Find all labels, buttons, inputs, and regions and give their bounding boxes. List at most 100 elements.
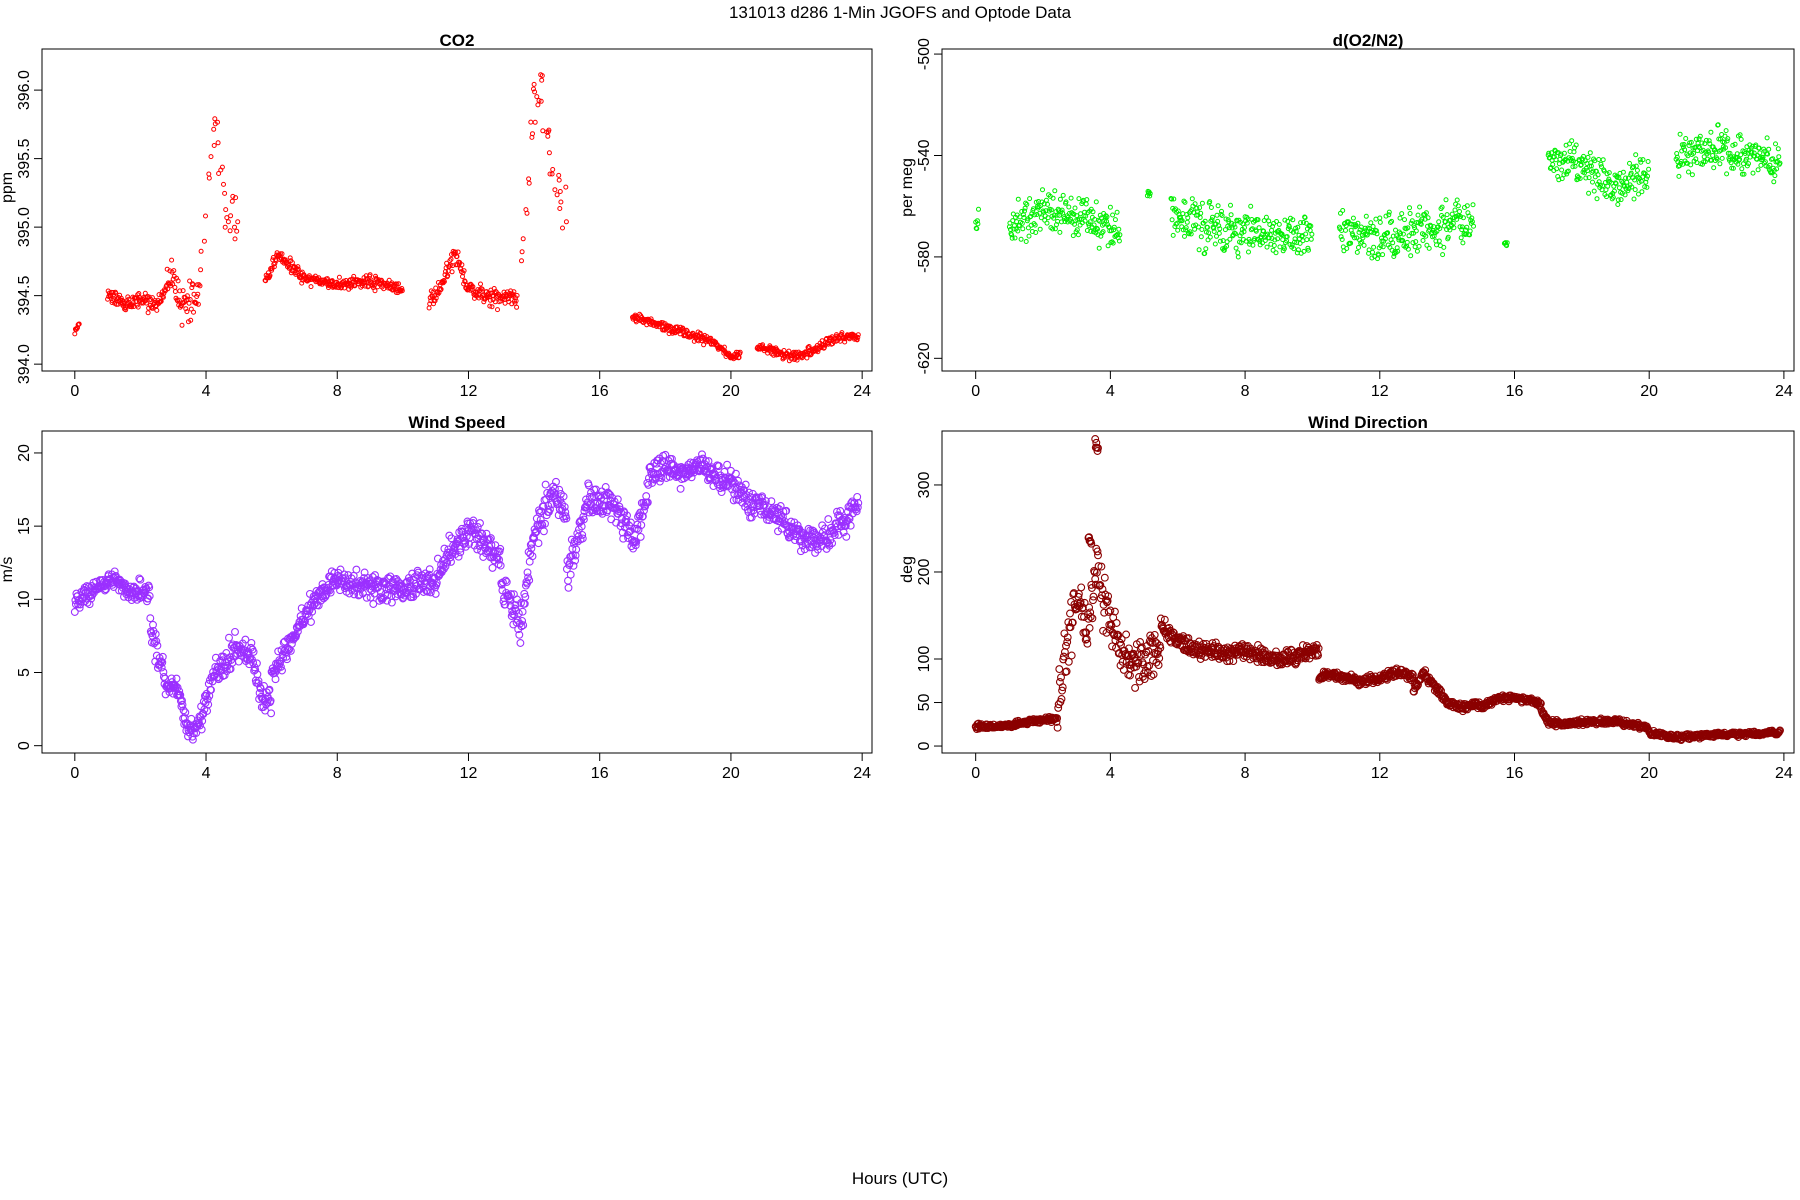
point-o2n2 <box>1628 170 1634 176</box>
point-wd <box>1155 654 1164 663</box>
point-o2n2 <box>1423 233 1429 239</box>
point-o2n2 <box>1610 194 1616 200</box>
point-o2n2 <box>1015 228 1021 234</box>
point-ws <box>846 521 855 530</box>
point-co2 <box>539 77 545 83</box>
point-o2n2 <box>1631 196 1637 202</box>
point-ws <box>584 481 593 490</box>
point-ws <box>178 700 187 709</box>
point-ws <box>518 607 527 616</box>
point-o2n2 <box>1504 240 1510 246</box>
point-o2n2 <box>1772 173 1778 179</box>
point-ws <box>516 639 525 647</box>
point-ws <box>393 590 402 598</box>
point-o2n2 <box>1777 160 1783 166</box>
point-co2 <box>211 143 217 148</box>
point-wd <box>1078 603 1087 612</box>
point-o2n2 <box>1019 220 1025 226</box>
point-o2n2 <box>1395 248 1401 254</box>
point-wd <box>1064 618 1073 627</box>
point-ws <box>641 502 650 511</box>
point-wd <box>1062 667 1071 676</box>
point-o2n2 <box>1270 247 1276 253</box>
point-wd <box>1057 673 1065 682</box>
point-o2n2 <box>1378 243 1384 249</box>
point-ws <box>734 476 742 485</box>
point-ws <box>833 507 841 516</box>
point-ws <box>495 555 504 564</box>
point-o2n2 <box>1060 192 1066 198</box>
point-wd <box>1086 613 1095 621</box>
point-o2n2 <box>1223 216 1229 222</box>
point-ws <box>340 570 349 579</box>
point-co2 <box>487 297 493 303</box>
point-o2n2 <box>1637 157 1643 163</box>
point-o2n2 <box>1440 214 1446 220</box>
point-o2n2 <box>1606 176 1612 182</box>
point-o2n2 <box>1338 234 1344 240</box>
point-ws <box>741 480 750 489</box>
point-co2 <box>667 323 673 329</box>
point-ws <box>591 499 600 508</box>
point-ws <box>441 562 450 571</box>
point-wd <box>1117 635 1126 644</box>
point-wd <box>1137 643 1146 652</box>
point-o2n2 <box>1308 236 1314 242</box>
point-o2n2 <box>1631 164 1636 170</box>
point-ws <box>157 663 166 672</box>
point-o2n2 <box>1692 144 1698 150</box>
point-wd <box>1314 644 1323 653</box>
point-o2n2 <box>1676 173 1682 179</box>
point-ws <box>281 645 290 654</box>
point-o2n2 <box>1192 226 1198 232</box>
points-o2n2 <box>973 122 1783 262</box>
point-o2n2 <box>1024 201 1030 207</box>
ylabel-wd: deg <box>899 556 916 583</box>
point-o2n2 <box>1221 247 1227 253</box>
point-o2n2 <box>1290 217 1296 223</box>
point-o2n2 <box>1197 215 1203 220</box>
point-co2 <box>289 260 295 266</box>
point-ws <box>760 500 769 509</box>
point-o2n2 <box>1087 219 1093 225</box>
point-ws <box>731 469 740 478</box>
point-ws <box>85 600 94 609</box>
point-o2n2 <box>1570 164 1576 170</box>
point-o2n2 <box>1445 234 1451 240</box>
xtick-label-ws-16: 16 <box>591 765 609 782</box>
point-o2n2 <box>1714 156 1720 162</box>
point-o2n2 <box>1205 224 1210 230</box>
point-o2n2 <box>1408 220 1414 226</box>
point-o2n2 <box>1633 152 1639 158</box>
point-ws <box>633 520 642 529</box>
point-o2n2 <box>1216 223 1222 229</box>
point-ws <box>149 620 157 629</box>
point-o2n2 <box>1354 249 1360 255</box>
point-co2 <box>839 330 845 336</box>
point-o2n2 <box>1306 247 1311 253</box>
point-ws <box>445 548 454 557</box>
point-o2n2 <box>1588 160 1594 166</box>
point-wd <box>1067 651 1076 660</box>
point-wd <box>1089 596 1097 605</box>
point-o2n2 <box>1174 220 1180 226</box>
point-o2n2 <box>1274 219 1279 224</box>
point-ws <box>270 669 279 677</box>
point-o2n2 <box>1096 217 1102 223</box>
point-o2n2 <box>1586 190 1592 196</box>
point-o2n2 <box>1689 172 1695 178</box>
point-o2n2 <box>1395 235 1401 241</box>
point-o2n2 <box>1725 150 1731 156</box>
point-ws <box>303 610 312 619</box>
point-o2n2 <box>1452 207 1458 213</box>
point-ws <box>796 547 805 556</box>
point-wd <box>1122 630 1131 639</box>
point-co2 <box>222 224 228 230</box>
point-wd <box>1091 580 1100 589</box>
point-wd <box>1083 639 1092 648</box>
point-o2n2 <box>1043 208 1049 214</box>
point-ws <box>630 524 639 533</box>
point-ws <box>204 700 213 709</box>
